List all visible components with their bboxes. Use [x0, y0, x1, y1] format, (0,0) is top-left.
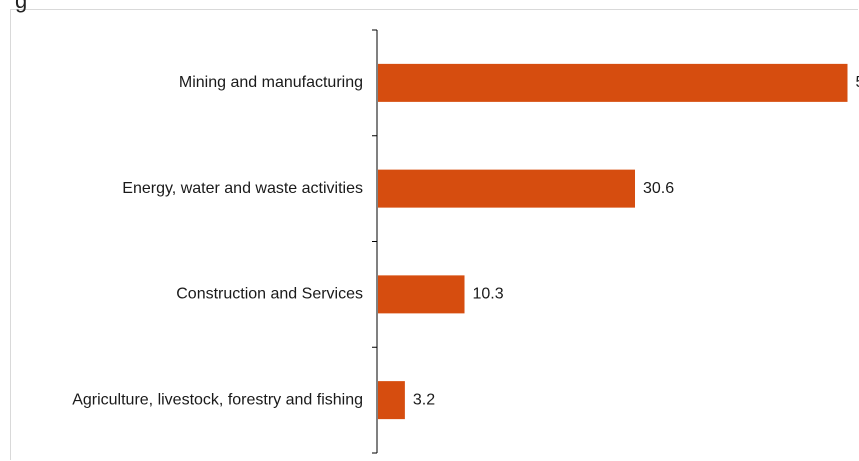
- category-label: Construction and Services: [176, 286, 363, 303]
- axis-layer: [372, 29, 378, 454]
- bars-layer: [378, 63, 848, 420]
- category-label: Energy, water and waste activities: [122, 180, 363, 197]
- category-label: Mining and manufacturing: [179, 74, 363, 91]
- bar: [378, 63, 848, 102]
- value-label: 55.9: [856, 74, 859, 91]
- value-label: 10.3: [473, 286, 504, 303]
- chart-frame: [10, 9, 858, 460]
- labels-layer: Mining and manufacturing 55.9 Energy, wate…: [72, 74, 859, 408]
- category-label: Agriculture, livestock, forestry and fis…: [72, 391, 363, 408]
- bar: [378, 381, 405, 420]
- bar: [378, 169, 636, 208]
- value-label: 30.6: [643, 180, 674, 197]
- value-label: 3.2: [413, 391, 435, 408]
- bar: [378, 275, 465, 314]
- chart-title-fragment: g: [15, 0, 28, 13]
